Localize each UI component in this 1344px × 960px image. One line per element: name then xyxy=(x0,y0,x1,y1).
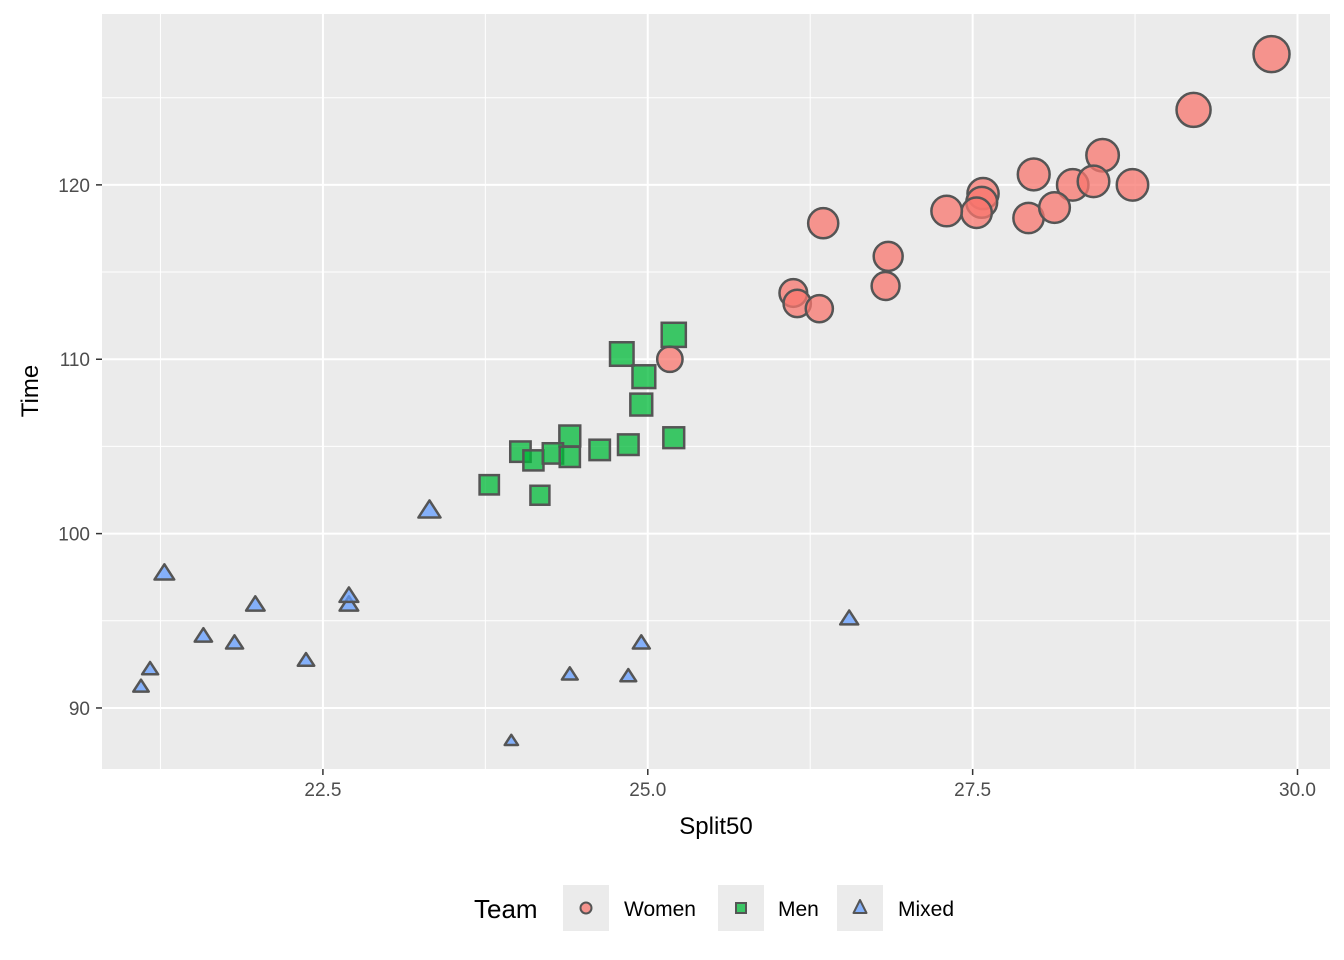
point-women xyxy=(870,270,901,302)
y-tick-label: 110 xyxy=(60,350,90,371)
point-women xyxy=(930,194,964,228)
point-men xyxy=(529,484,551,506)
y-tick-label: 100 xyxy=(58,525,90,546)
point-mixed xyxy=(224,634,245,650)
point-men xyxy=(588,438,612,462)
point-mixed xyxy=(631,634,652,650)
y-tick-label: 120 xyxy=(58,176,90,197)
point-men xyxy=(608,341,635,368)
point-women xyxy=(1252,34,1291,74)
point-men xyxy=(616,433,640,457)
point-men xyxy=(478,473,501,496)
panel-background xyxy=(102,14,1330,769)
point-mixed xyxy=(193,626,214,643)
point-mixed xyxy=(619,667,638,683)
point-men xyxy=(522,449,545,472)
point-mixed xyxy=(153,563,176,581)
point-women xyxy=(804,293,835,324)
point-men xyxy=(631,364,657,390)
legend-label-women: Women xyxy=(624,898,696,921)
point-women xyxy=(960,196,994,230)
point-women xyxy=(655,345,684,374)
point-mixed xyxy=(132,678,150,693)
y-axis-title: Time xyxy=(17,365,44,417)
legend-glyph-mixed xyxy=(852,899,868,914)
x-tick-label: 27.5 xyxy=(954,780,991,801)
data-points xyxy=(132,34,1291,747)
x-tick-label: 22.5 xyxy=(304,780,341,801)
point-mixed xyxy=(417,499,442,519)
point-women xyxy=(806,206,840,240)
point-women xyxy=(872,240,904,273)
x-axis-title: Split50 xyxy=(679,813,752,840)
point-women xyxy=(1037,190,1072,225)
legend-label-mixed: Mixed xyxy=(898,898,954,921)
point-men xyxy=(558,445,582,469)
point-mixed xyxy=(244,595,266,612)
point-mixed xyxy=(503,733,520,747)
legend: Team Women Men Mixed xyxy=(474,885,954,931)
point-men xyxy=(660,321,688,349)
point-mixed xyxy=(560,666,579,681)
point-mixed xyxy=(338,586,360,604)
x-tick-label: 25.0 xyxy=(629,780,666,801)
y-axis: 90 100 110 120 xyxy=(58,176,102,720)
y-tick-label: 90 xyxy=(69,699,90,720)
point-mixed xyxy=(140,660,160,676)
legend-title: Team xyxy=(474,894,538,924)
point-men xyxy=(629,392,654,417)
point-mixed xyxy=(296,651,316,667)
grid-minor xyxy=(102,14,1330,769)
point-women xyxy=(1016,157,1051,192)
x-tick-label: 30.0 xyxy=(1279,780,1316,801)
point-women xyxy=(1076,164,1111,199)
point-women xyxy=(1175,91,1212,129)
x-axis: 22.5 25.0 27.5 30.0 xyxy=(304,769,1316,801)
legend-label-men: Men xyxy=(778,898,819,921)
point-mixed xyxy=(838,609,860,626)
point-men xyxy=(662,426,686,450)
point-mixed xyxy=(338,595,360,612)
legend-glyph-women xyxy=(579,901,593,915)
legend-glyph-men xyxy=(735,902,747,914)
point-women xyxy=(1115,167,1150,202)
